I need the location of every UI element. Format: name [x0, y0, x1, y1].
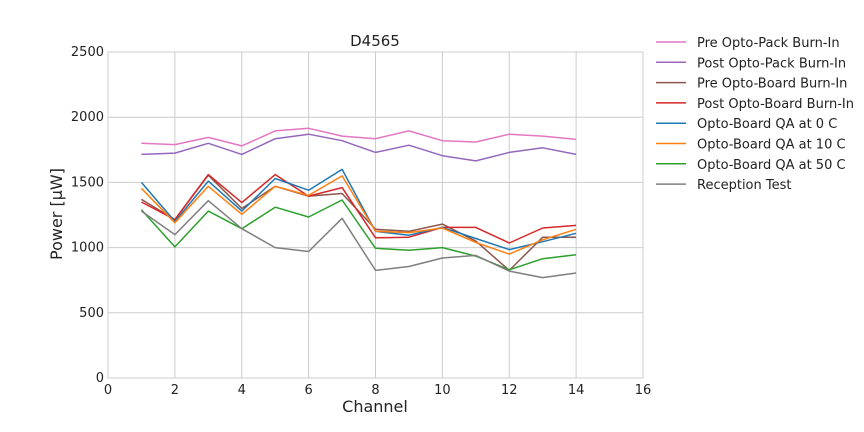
x-tick-label: 14: [568, 383, 585, 398]
y-axis-label: Power [μW]: [47, 168, 66, 260]
x-tick-label: 10: [434, 383, 451, 398]
series-line-2: [141, 133, 577, 162]
y-tick-label: 1500: [71, 175, 104, 190]
legend-label: Opto-Board QA at 10 C: [697, 138, 846, 153]
legend-label: Opto-Board QA at 50 C: [697, 158, 846, 173]
x-axis-label: Channel: [342, 397, 408, 416]
x-tick-label: 8: [371, 383, 379, 398]
plot-frame: [107, 51, 644, 379]
y-tick-label: 2500: [71, 45, 104, 60]
y-tick-label: 500: [79, 306, 104, 321]
series-line-6: [140, 175, 577, 255]
legend-label: Post Opto-Pack Burn-In: [697, 56, 846, 71]
x-tick-label: 2: [171, 383, 179, 398]
x-tick-label: 16: [635, 383, 652, 398]
y-tick-label: 2000: [71, 110, 104, 125]
legend-label: Pre Opto-Board Burn-In: [697, 77, 847, 92]
x-tick-label: 0: [104, 383, 112, 398]
legend-label: Pre Opto-Pack Burn-In: [697, 36, 840, 51]
series-line-8: [140, 199, 577, 279]
legend-label: Reception Test: [697, 178, 791, 193]
ticks: 0 2 4 6 8 10 12 14 16 0 500 1000 1500 2000 2500: [71, 45, 651, 398]
series-line-1: [141, 127, 577, 147]
x-tick-label: 6: [304, 383, 312, 398]
x-tick-label: 4: [238, 383, 246, 398]
x-tick-label: 12: [501, 383, 518, 398]
y-tick-label: 1000: [71, 241, 104, 256]
series-group: [140, 127, 577, 279]
series-line-4: [141, 173, 577, 244]
series-line-5: [140, 168, 577, 251]
legend: Pre Opto-Pack Burn-In Post Opto-Pack Burn…: [656, 36, 854, 193]
y-tick-label: 0: [96, 371, 104, 386]
series-line-7: [140, 199, 577, 271]
legend-label: Opto-Board QA at 0 C: [697, 117, 837, 132]
grid: [107, 51, 644, 379]
chart-title: D4565: [350, 32, 400, 50]
legend-label: Post Opto-Board Burn-In: [697, 97, 854, 112]
